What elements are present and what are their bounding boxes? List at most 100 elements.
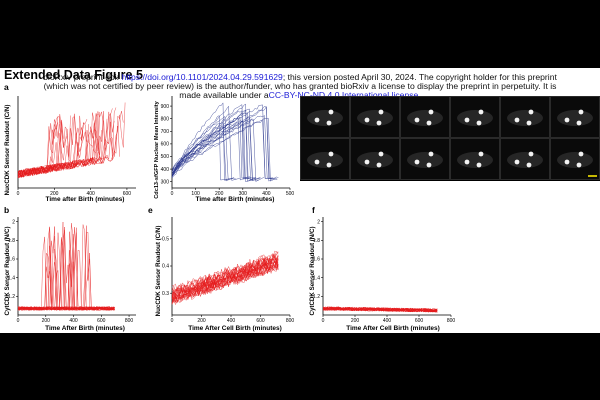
chart-b-xlabel: Time After Birth (minutes): [45, 325, 125, 332]
chart-e-ytick-label: 0.4: [162, 264, 169, 270]
chart-a-series-line: [17, 129, 102, 177]
nucleus-spot: [578, 109, 584, 115]
cell-body: [457, 152, 493, 168]
chart-b-series-line: [17, 223, 115, 311]
chart-b-ytick-label: 1.2: [8, 294, 15, 300]
chart-b-ytick-label: 1.8: [8, 238, 15, 244]
chart-cdc13-xtick-label: 200: [215, 191, 224, 197]
nucleus-spot: [326, 162, 332, 168]
chart-f-ytick-label: 1.8: [313, 238, 320, 244]
chart-cdc13-xtick-label: 0: [171, 191, 174, 197]
chart-b-ytick-label: 1.4: [8, 275, 15, 281]
nucleus-spot: [426, 120, 432, 126]
chart-cdc13-series-line: [171, 117, 279, 182]
chart-f-ylabel: CytCDK Sensor Readout (N/C): [309, 226, 316, 315]
cell-body: [357, 152, 393, 168]
header3-post: .: [418, 90, 421, 100]
nucleus-spot: [464, 159, 470, 165]
chart-b-xtick-label: 600: [97, 318, 106, 324]
chart-b-xtick-label: 400: [69, 318, 78, 324]
chart-e: 0 200 400 600 800 0.3 0.4 0.5 NucCDK Sensor Rea…: [155, 217, 294, 332]
chart-cdc13-xtick-label: 300: [239, 191, 248, 197]
chart-a-series-line: [17, 123, 84, 178]
chart-cdc13-ytick-label: 300: [161, 179, 170, 185]
chart-f-axes: [322, 217, 451, 316]
cell-body: [407, 110, 443, 126]
chart-cdc13-series-line: [171, 122, 235, 182]
chart-b-series-line: [17, 225, 115, 311]
cell-body: [457, 110, 493, 126]
chart-a: 0 200 400 600 NucCDK Sensor Readout (C/N) T…: [4, 96, 136, 203]
chart-b-series-line: [17, 227, 115, 311]
chart-e-xtick-label: 400: [227, 318, 236, 324]
chart-cdc13-series-line: [171, 104, 253, 180]
nucleus-spot: [478, 109, 484, 115]
chart-f-xtick-label: 600: [415, 318, 424, 324]
nucleus-spot: [464, 117, 470, 123]
chart-e-ylabel: NucCDK Sensor Readout (C/N): [155, 226, 162, 317]
nucleus-spot: [426, 162, 432, 168]
panel-f-label: f: [312, 205, 315, 215]
cell-body: [357, 110, 393, 126]
nucleus-spot: [526, 162, 532, 168]
chart-a-xtick-label: 200: [50, 191, 59, 197]
nucleus-spot: [326, 120, 332, 126]
chart-f-xtick-label: 200: [351, 318, 360, 324]
chart-cdc13-series-line: [171, 117, 261, 180]
chart-cdc13-series-line: [171, 120, 254, 182]
chart-b: 0 200 400 600 800 1.2 1.4 1.6 1.8 2 CytCDK Sensor…: [4, 217, 136, 332]
nucleus-spot: [514, 117, 520, 123]
chart-f-series-line: [322, 306, 438, 313]
chart-f-xtick-label: 0: [322, 318, 325, 324]
chart-f-ytick-label: 1.4: [313, 275, 320, 281]
chart-e-xtick-label: 200: [197, 318, 206, 324]
chart-cdc13-xtick-label: 400: [262, 191, 271, 197]
nucleus-spot: [378, 151, 384, 157]
chart-a-series-line: [17, 116, 77, 177]
chart-cdc13-series-line: [171, 115, 237, 180]
chart-b-series-line: [17, 229, 115, 311]
figure-title: Extended Data Figure 5: [4, 68, 143, 82]
nucleus-spot: [578, 151, 584, 157]
chart-e-series-line: [171, 254, 279, 298]
chart-cdc13-series-line: [171, 112, 259, 181]
chart-a-series-line: [17, 111, 100, 177]
chart-f-ytick-label: 2: [317, 219, 320, 225]
chart-cdc13-series-line: [171, 110, 252, 180]
header-pre: bioRxiv preprint doi:: [43, 72, 122, 82]
cell-body: [307, 152, 343, 168]
chart-b-series-line: [18, 224, 115, 311]
chart-f-xlabel: Time After Cell Birth (minutes): [346, 325, 440, 332]
chart-e-series-line: [171, 251, 279, 294]
nucleus-spot: [576, 162, 582, 168]
nucleus-spot: [328, 151, 334, 157]
chart-e-xtick-label: 600: [256, 318, 265, 324]
nucleus-spot: [478, 151, 484, 157]
cell-body: [407, 152, 443, 168]
nucleus-spot: [314, 159, 320, 165]
chart-f-ytick-label: 1.2: [313, 294, 320, 300]
cell-body: [557, 110, 593, 126]
chart-cdc13-series-line: [171, 104, 274, 179]
chart-cdc13-xtick-label: 500: [286, 191, 295, 197]
nucleus-spot: [514, 159, 520, 165]
nucleus-spot: [328, 109, 334, 115]
nucleus-spot: [428, 151, 434, 157]
doi-link[interactable]: https://doi.org/10.1101/2024.04.29.59162…: [121, 72, 283, 82]
license-link[interactable]: CC-BY-NC-ND 4.0 International license: [268, 90, 419, 100]
nucleus-spot: [564, 117, 570, 123]
chart-cdc13: 0 100 200 300 400 500 300 400 500 600 700 800 900 Cd…: [154, 96, 295, 203]
chart-b-ylabel: CytCDK Sensor Readout (N/C): [4, 226, 11, 315]
chart-cdc13-ytick-label: 900: [161, 104, 170, 110]
cell-body: [307, 110, 343, 126]
chart-b-series-line: [17, 231, 115, 311]
nucleus-spot: [476, 162, 482, 168]
chart-cdc13-ytick-label: 600: [161, 142, 170, 148]
header-line-2: (which was not certified by peer review)…: [43, 81, 557, 91]
chart-a-series-line: [17, 107, 117, 178]
nucleus-spot: [364, 159, 370, 165]
chart-b-series-line: [17, 232, 115, 311]
cell-body: [507, 110, 543, 126]
chart-b-series-line: [17, 227, 115, 311]
chart-b-series-line: [17, 235, 115, 311]
